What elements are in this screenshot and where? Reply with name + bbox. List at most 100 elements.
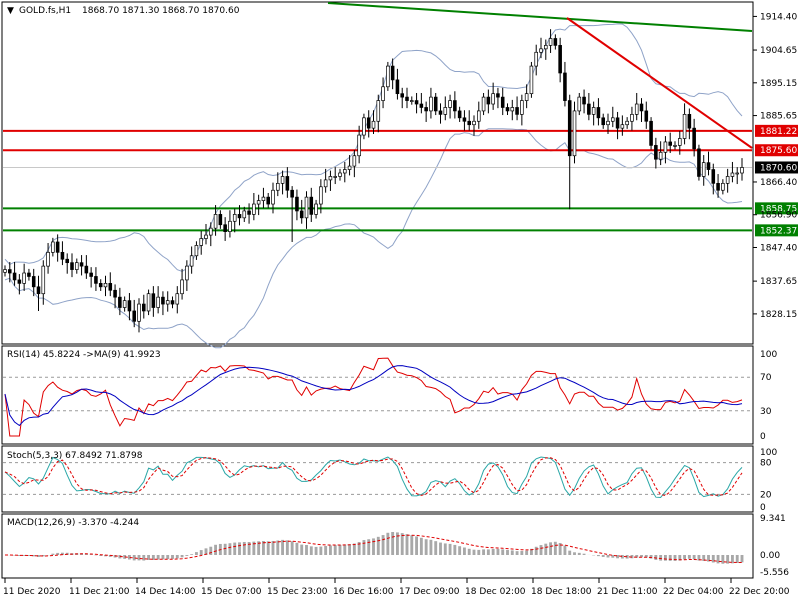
- candle-body: [357, 134, 361, 157]
- time-tick-label: 11 Dec 2020: [3, 587, 61, 597]
- candle-body: [22, 272, 26, 284]
- candle-body: [438, 110, 443, 115]
- candle-body: [496, 93, 500, 98]
- red-descending-trendline: [566, 17, 753, 149]
- stoch-signal-line: [4, 457, 743, 497]
- candle-body: [280, 176, 285, 184]
- candle-body: [567, 100, 572, 157]
- candle-body: [515, 107, 519, 115]
- candle-body: [213, 214, 218, 229]
- candle-body: [290, 189, 294, 198]
- candle-body: [596, 107, 601, 119]
- candle-body: [27, 272, 31, 277]
- candle-body: [261, 196, 266, 201]
- candle-body: [228, 220, 232, 232]
- time-tick-label: 18 Dec 02:00: [465, 587, 526, 597]
- candle-body: [481, 96, 486, 112]
- candle-body: [462, 117, 467, 122]
- candle-body: [577, 96, 582, 112]
- rsi-label: RSI(14) 45.8224 ->MA(9) 41.9923: [7, 350, 161, 360]
- candle-body: [232, 214, 237, 222]
- candle-body: [55, 241, 60, 253]
- candle-body: [716, 182, 720, 191]
- candle-body: [606, 120, 610, 126]
- candle-body: [60, 251, 65, 260]
- candle-body: [189, 255, 194, 267]
- candle-body: [237, 214, 242, 219]
- rsi-ma-line: [4, 365, 743, 427]
- time-tick-label: 22 Dec 04:00: [663, 587, 724, 597]
- rsi-pane: 100 70 30 0: [3, 350, 777, 442]
- candle-body: [582, 96, 586, 105]
- rsi-pane-frame: [1, 345, 754, 445]
- time-tick-label: 15 Dec 23:00: [267, 587, 328, 597]
- candle-body: [735, 172, 739, 175]
- stoch-tick-label: 20: [760, 490, 772, 500]
- candle-body: [534, 51, 538, 67]
- level-box-resistance: [755, 124, 798, 137]
- price-tick-label: 1866.40: [760, 178, 797, 188]
- candle-body: [352, 155, 357, 167]
- candle-body: [433, 96, 438, 112]
- candle-body: [70, 262, 74, 270]
- horizontal-levels: 1881.22 1875.60 1870.60 1858.75 1852.37: [3, 124, 798, 237]
- candle-body: [156, 296, 160, 308]
- price-axis: 1914.40 1904.65 1895.15 1885.65 1866.40 1856.…: [753, 12, 797, 320]
- rsi-line: [4, 357, 743, 437]
- candle-body: [204, 234, 208, 239]
- candle-body: [644, 110, 649, 122]
- upper-band: [4, 23, 743, 272]
- candle-body: [17, 279, 22, 284]
- candle-body: [151, 293, 156, 308]
- candle-body: [146, 293, 151, 312]
- candle-body: [510, 107, 515, 112]
- candle-body: [74, 262, 79, 270]
- candle-body: [548, 38, 553, 46]
- time-axis: 11 Dec 2020 11 Dec 21:00 14 Dec 14:00 15 De…: [3, 578, 790, 597]
- candle-body: [108, 283, 113, 291]
- candle-body: [692, 127, 696, 150]
- rsi-tick-label: 70: [760, 373, 772, 383]
- candle-body: [630, 114, 634, 122]
- candle-body: [572, 110, 577, 157]
- macd-tick-label: -5.556: [760, 568, 789, 578]
- symbol-label: GOLD.fs,H1: [19, 6, 71, 16]
- candle-body: [223, 224, 227, 232]
- stoch-pane-frame: [1, 445, 754, 513]
- candle-body: [529, 65, 534, 95]
- candle-body: [711, 169, 716, 184]
- candle-body: [3, 269, 7, 273]
- candle-body: [677, 138, 682, 146]
- candle-body: [520, 100, 524, 115]
- candle-body: [333, 176, 337, 178]
- macd-signal-line: [5, 534, 742, 563]
- candle-body: [8, 269, 12, 274]
- candle-body: [414, 100, 419, 105]
- stoch-tick-label: 0: [760, 503, 766, 513]
- candle-body: [491, 93, 495, 105]
- macd-tick-label: 9.341: [760, 514, 786, 524]
- candle-body: [31, 276, 36, 288]
- candle-body: [448, 100, 452, 108]
- candle-body: [175, 293, 180, 305]
- candle-body: [424, 107, 428, 112]
- stoch-tick-label: 80: [760, 459, 772, 469]
- time-tick-label: 16 Dec 16:00: [333, 587, 394, 597]
- candle-body: [252, 203, 256, 215]
- candle-body: [122, 300, 127, 308]
- candle-body: [328, 176, 333, 181]
- macd-tick-label: 0.00: [760, 551, 780, 561]
- stoch-label: Stoch(5,3,3) 67.8492 71.8798: [7, 451, 143, 461]
- macd-pane-frame: [1, 513, 754, 579]
- candle-body: [457, 110, 462, 119]
- candle-body: [185, 265, 189, 281]
- candle-body: [615, 117, 620, 129]
- candle-body: [395, 79, 400, 95]
- candle-body: [12, 272, 17, 281]
- candle-body: [649, 120, 653, 146]
- candle-body: [127, 300, 132, 312]
- candle-body: [543, 45, 548, 50]
- candle-body: [591, 107, 596, 115]
- candle-body: [558, 45, 562, 74]
